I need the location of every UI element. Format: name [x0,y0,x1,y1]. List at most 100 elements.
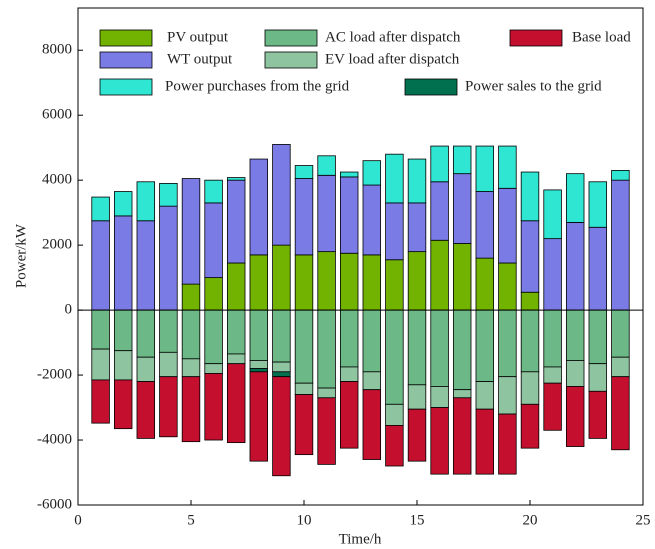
y-tick-label: -2000 [37,367,72,383]
bar [249,368,269,373]
bar [475,145,495,192]
bar [317,387,336,399]
bar [159,376,178,438]
bar [181,178,201,285]
bar [498,309,517,378]
bar [226,309,246,355]
bar [317,155,336,176]
bar [611,179,630,311]
bar [181,283,201,311]
bar [407,202,427,253]
bar [339,309,359,368]
bar [430,145,449,183]
bar [611,309,630,358]
bar [520,171,540,222]
bar [294,309,314,384]
bar [588,181,608,228]
bar [294,394,314,456]
bar [317,397,336,465]
bar [339,171,359,178]
legend-swatch [99,51,153,69]
bar [407,251,427,311]
bar [339,252,359,311]
x-tick-label: 25 [636,512,651,528]
bar [339,381,359,449]
bar [498,262,517,311]
bar [588,226,608,311]
bar [520,309,540,373]
bar [385,403,404,426]
bar [498,413,517,475]
y-tick-label: 4000 [42,172,72,188]
bar [204,373,223,441]
bar [543,309,562,368]
bar [543,382,562,431]
bar [136,381,156,439]
y-tick-label: 8000 [42,42,72,58]
bar [362,371,382,391]
bar [520,403,540,449]
y-axis-label: Power/kW [13,223,29,288]
legend-label: WT output [167,51,233,67]
bar [452,389,472,399]
bar [452,243,472,311]
bar [113,309,133,352]
bar [204,202,223,279]
bar [475,381,495,410]
bar [520,291,540,311]
bar [430,181,449,241]
legend-swatch [264,29,318,47]
bar [385,202,404,261]
y-tick-label: 2000 [42,237,72,253]
bar [272,144,291,246]
bar [317,174,336,253]
legend-swatch [509,29,563,47]
bar [113,350,133,381]
legend-swatch [264,51,318,69]
bar [475,309,495,382]
x-tick-label: 5 [187,512,195,528]
bar [249,254,269,311]
plot-frame [77,7,644,506]
bar [91,348,110,381]
bar [204,309,223,365]
bar [588,363,608,392]
bar [543,189,562,240]
bar [565,386,585,447]
bar [317,309,336,389]
bar [204,179,223,204]
legend-label: Base load [572,29,631,45]
bar [565,173,585,223]
bar [136,356,156,382]
bar [385,309,404,405]
legend-label: EV load after dispatch [325,51,460,67]
bar [362,389,382,460]
bar [272,376,291,477]
bar [498,187,517,264]
legend-label: Power sales to the grid [465,78,602,94]
bar [498,145,517,189]
bar [159,205,178,311]
bar [565,221,585,311]
bar [226,353,246,365]
bar [565,309,585,361]
x-tick-label: 10 [297,512,312,528]
bar [452,173,472,244]
bar [543,238,562,311]
legend-swatch [99,78,153,96]
x-tick-label: 20 [523,512,538,528]
bar [272,309,291,363]
bar [91,379,110,424]
bar [91,196,110,222]
bar [204,363,223,374]
bar [249,158,269,256]
bar [407,408,427,462]
bar [588,309,608,365]
bar [181,358,201,378]
bar [498,376,517,415]
bar [452,397,472,475]
bar [385,259,404,311]
bar [91,220,110,311]
bar [294,165,314,179]
